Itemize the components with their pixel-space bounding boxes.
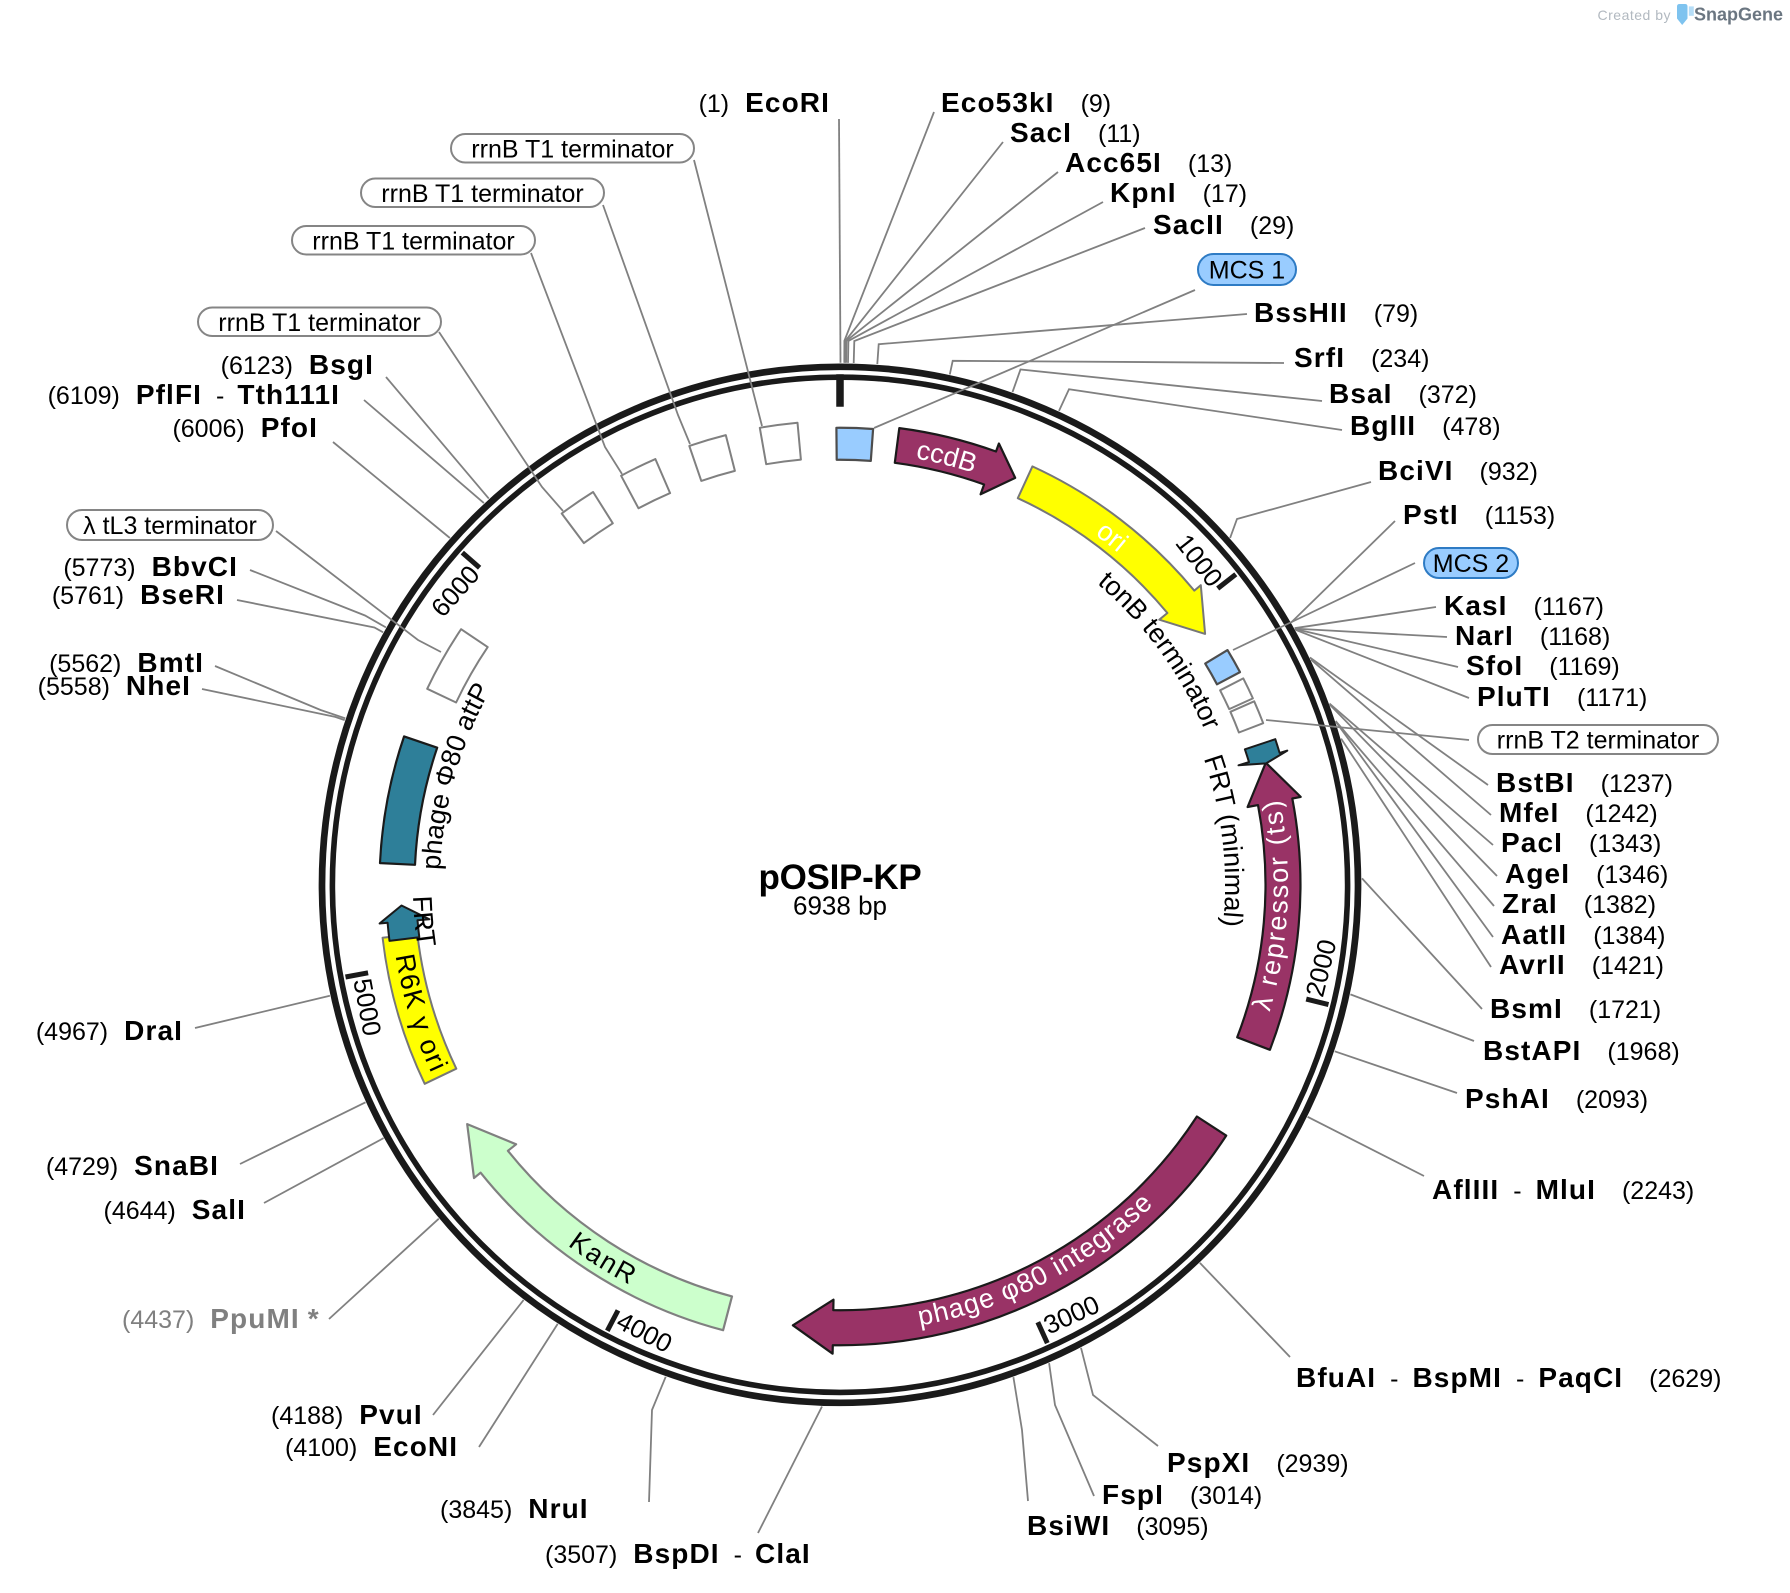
svg-text:rrnB T1 terminator: rrnB T1 terminator bbox=[471, 135, 673, 163]
svg-text:PshAI(2093): PshAI (2093) bbox=[1465, 1083, 1648, 1114]
svg-text:SrfI(234): SrfI (234) bbox=[1294, 342, 1429, 373]
svg-text:(4437)PpuMI*: (4437) PpuMI * bbox=[122, 1303, 319, 1334]
svg-text:(3507)BspDI-ClaI: (3507) BspDI - ClaI bbox=[545, 1538, 811, 1569]
svg-text:(5773)BbvCI: (5773) BbvCI bbox=[63, 551, 238, 582]
svg-text:rrnB T1 terminator: rrnB T1 terminator bbox=[381, 180, 583, 208]
svg-text:Created by: Created by bbox=[1598, 7, 1671, 23]
svg-text:MCS 1: MCS 1 bbox=[1209, 257, 1285, 285]
svg-text:PspXI(2939): PspXI (2939) bbox=[1167, 1447, 1349, 1478]
svg-text:KpnI(17): KpnI (17) bbox=[1110, 177, 1247, 208]
svg-text:BstAPI(1968): BstAPI (1968) bbox=[1483, 1035, 1680, 1066]
svg-text:MCS 2: MCS 2 bbox=[1433, 550, 1509, 578]
svg-text:6938 bp: 6938 bp bbox=[793, 891, 887, 921]
svg-text:FspI(3014): FspI (3014) bbox=[1102, 1479, 1262, 1510]
svg-text:MfeI(1242): MfeI (1242) bbox=[1499, 797, 1658, 828]
svg-text:BstBI(1237): BstBI (1237) bbox=[1496, 767, 1673, 798]
svg-text:Acc65I(13): Acc65I (13) bbox=[1065, 147, 1232, 178]
svg-text:pOSIP-KP: pOSIP-KP bbox=[759, 858, 922, 897]
svg-text:(3845)NruI: (3845) NruI bbox=[440, 1493, 589, 1524]
svg-text:PluTI(1171): PluTI (1171) bbox=[1477, 681, 1647, 712]
svg-text:KasI(1167): KasI (1167) bbox=[1444, 590, 1604, 621]
svg-text:BsiWI(3095): BsiWI (3095) bbox=[1027, 1510, 1209, 1541]
svg-text:(5761)BseRI: (5761) BseRI bbox=[52, 579, 225, 610]
svg-text:(4644)SalI: (4644) SalI bbox=[104, 1194, 246, 1225]
svg-text:(1)EcoRI: (1) EcoRI bbox=[699, 87, 830, 118]
svg-text:SfoI(1169): SfoI (1169) bbox=[1466, 650, 1620, 681]
svg-text:PstI(1153): PstI (1153) bbox=[1403, 499, 1555, 530]
svg-text:BfuAI-BspMI-PaqCI(2629): BfuAI - BspMI - PaqCI (2629) bbox=[1296, 1362, 1721, 1393]
svg-text:NarI(1168): NarI (1168) bbox=[1455, 620, 1610, 651]
svg-text:SacII(29): SacII (29) bbox=[1153, 209, 1294, 240]
svg-text:(6123)BsgI: (6123) BsgI bbox=[221, 349, 374, 380]
svg-text:BssHII(79): BssHII (79) bbox=[1254, 297, 1418, 328]
svg-text:(6006)PfoI: (6006) PfoI bbox=[172, 412, 318, 443]
svg-text:rrnB T2 terminator: rrnB T2 terminator bbox=[1497, 727, 1699, 755]
svg-text:(6109)PflFI-Tth111I: (6109) PflFI - Tth111I bbox=[48, 379, 340, 410]
svg-text:λ tL3 terminator: λ tL3 terminator bbox=[83, 512, 257, 540]
svg-text:FRT: FRT bbox=[407, 895, 441, 949]
svg-text:BglII(478): BglII (478) bbox=[1350, 410, 1501, 441]
svg-text:SnapGene: SnapGene bbox=[1694, 5, 1783, 25]
svg-text:ZraI(1382): ZraI (1382) bbox=[1502, 888, 1656, 919]
svg-text:(4967)DraI: (4967) DraI bbox=[36, 1015, 183, 1046]
svg-text:(4188)PvuI: (4188) PvuI bbox=[271, 1399, 423, 1430]
svg-text:SacI(11): SacI (11) bbox=[1010, 117, 1141, 148]
svg-text:(4729)SnaBI: (4729) SnaBI bbox=[46, 1150, 219, 1181]
svg-text:BsmI(1721): BsmI (1721) bbox=[1490, 993, 1661, 1024]
svg-text:rrnB T1 terminator: rrnB T1 terminator bbox=[218, 309, 420, 337]
svg-text:AatII(1384): AatII (1384) bbox=[1501, 919, 1665, 950]
svg-text:rrnB T1 terminator: rrnB T1 terminator bbox=[312, 227, 514, 255]
svg-text:BciVI(932): BciVI (932) bbox=[1378, 455, 1538, 486]
svg-text:(5562)BmtI: (5562) BmtI bbox=[49, 647, 204, 678]
svg-text:AvrII(1421): AvrII (1421) bbox=[1499, 949, 1664, 980]
svg-text:PacI(1343): PacI (1343) bbox=[1501, 827, 1661, 858]
svg-text:(4100)EcoNI: (4100) EcoNI bbox=[285, 1431, 458, 1462]
svg-text:(5558)NheI: (5558) NheI bbox=[38, 670, 191, 701]
svg-text:AgeI(1346): AgeI (1346) bbox=[1505, 858, 1668, 889]
svg-text:Eco53kI(9): Eco53kI (9) bbox=[941, 87, 1111, 118]
svg-text:BsaI(372): BsaI (372) bbox=[1329, 378, 1477, 409]
svg-text:AflIII-MluI(2243): AflIII - MluI (2243) bbox=[1432, 1174, 1694, 1205]
